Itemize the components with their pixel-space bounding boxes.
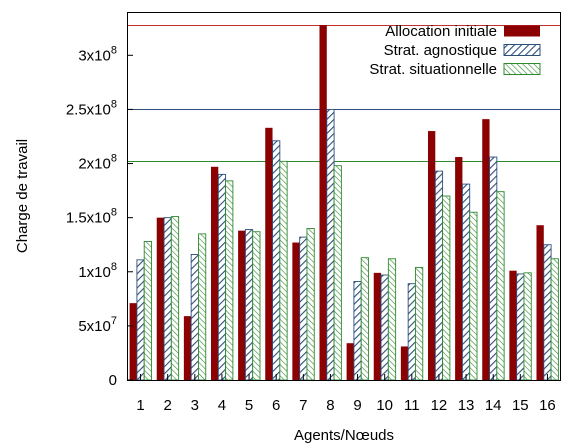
bar-strat-situationnelle-9 [360, 257, 369, 381]
bar-strat-situationnelle-6 [279, 160, 288, 381]
bar-allocation-initiale-3 [183, 316, 192, 380]
bar-strat-situationnelle-16 [550, 258, 559, 381]
bar-allocation-initiale-2 [156, 217, 165, 380]
bar-allocation-initiale-15 [509, 270, 517, 380]
x-tick-label-16: 16 [539, 397, 556, 414]
bar-allocation-initiale-1 [129, 303, 137, 380]
x-tick-label-9: 9 [353, 397, 361, 414]
bar-strat-situationnelle-2 [170, 216, 180, 381]
y-tick-label: 1x108 [78, 261, 117, 281]
bar-allocation-initiale-16 [536, 225, 544, 380]
bar-strat-situationnelle-10 [387, 258, 397, 381]
bar-strat-agnostique-15 [516, 273, 525, 381]
x-tick-label-8: 8 [326, 397, 334, 414]
y-tick-label: 2x108 [78, 153, 117, 173]
bar-allocation-initiale-14 [482, 119, 490, 381]
bar-strat-agnostique-14 [489, 156, 498, 381]
x-tick-label-15: 15 [512, 397, 529, 414]
y-axis-label: Charge de travail [14, 139, 31, 253]
y-tick-label: 3x108 [78, 44, 117, 64]
bar-strat-situationnelle-8 [333, 165, 342, 381]
bar-allocation-initiale-12 [427, 131, 436, 380]
legend-swatch [503, 63, 541, 75]
bar-allocation-initiale-7 [292, 242, 300, 380]
bar-strat-agnostique-5 [244, 229, 254, 381]
x-tick-label-11: 11 [404, 397, 420, 414]
y-tick-label: 0 [109, 372, 117, 389]
bar-strat-agnostique-10 [380, 274, 389, 381]
bar-strat-situationnelle-11 [415, 266, 424, 381]
bar-strat-agnostique-11 [407, 283, 416, 381]
bar-allocation-initiale-4 [210, 166, 219, 380]
y-tick-label: 1.5x108 [66, 207, 117, 227]
bar-strat-situationnelle-7 [306, 228, 315, 381]
legend-label: Strat. situationnelle [369, 61, 497, 78]
x-tick-label-10: 10 [376, 397, 393, 414]
bar-strat-situationnelle-3 [198, 233, 207, 381]
bar-strat-agnostique-8 [326, 108, 335, 381]
bar-strat-agnostique-2 [163, 217, 172, 381]
x-axis-ticks: 1 2 3 4 5 6 7 8 9 10 11 12 13 14 15 16 [136, 374, 556, 414]
bar-strat-agnostique-12 [434, 170, 444, 381]
bar-allocation-initiale-5 [238, 230, 246, 380]
y-tick-label: 5x107 [78, 315, 117, 335]
bar-strat-agnostique-7 [299, 236, 308, 381]
y-axis-ticks: 0 5x107 1x108 1.5x108 2x108 2.5x108 3x108 [66, 44, 133, 389]
bar-allocation-initiale-10 [373, 272, 382, 380]
x-tick-label-7: 7 [299, 397, 307, 414]
legend-label: Allocation initiale [385, 23, 497, 40]
bar-strat-agnostique-3 [190, 253, 199, 381]
legend: Allocation initiale Strat. agnostique Stra… [369, 23, 541, 78]
y-tick-label: 2.5x108 [66, 98, 117, 118]
bars-group [129, 24, 559, 381]
bar-strat-agnostique-9 [353, 281, 362, 381]
bar-strat-situationnelle-14 [496, 191, 505, 381]
bar-allocation-initiale-9 [346, 343, 354, 380]
x-axis-label: Agents/Nœuds [294, 427, 394, 443]
x-tick-label-13: 13 [458, 397, 475, 414]
bar-strat-agnostique-4 [217, 173, 227, 381]
bar-strat-situationnelle-1 [143, 241, 152, 381]
bar-allocation-initiale-8 [319, 24, 327, 381]
bar-strat-agnostique-1 [136, 259, 145, 381]
x-tick-label-5: 5 [245, 397, 253, 414]
x-tick-label-14: 14 [485, 397, 502, 414]
legend-swatch [504, 25, 540, 37]
bar-allocation-initiale-11 [400, 346, 409, 380]
bar-strat-situationnelle-12 [442, 195, 451, 381]
bar-allocation-initiale-13 [455, 157, 463, 380]
bar-strat-situationnelle-13 [469, 211, 478, 381]
x-tick-label-4: 4 [218, 397, 226, 414]
bar-strat-agnostique-13 [461, 183, 471, 381]
bar-strat-agnostique-16 [543, 244, 552, 381]
bar-allocation-initiale-6 [265, 127, 273, 380]
x-tick-label-6: 6 [272, 397, 280, 414]
x-tick-label-1: 1 [136, 397, 144, 414]
x-tick-label-2: 2 [164, 397, 172, 414]
bar-strat-situationnelle-15 [523, 272, 532, 381]
legend-label: Strat. agnostique [384, 42, 497, 59]
legend-swatch [503, 44, 541, 56]
x-tick-label-3: 3 [191, 397, 199, 414]
x-tick-label-12: 12 [431, 397, 448, 414]
bar-strat-situationnelle-4 [225, 180, 234, 381]
bar-strat-situationnelle-5 [252, 231, 261, 381]
bar-strat-agnostique-6 [272, 140, 281, 381]
